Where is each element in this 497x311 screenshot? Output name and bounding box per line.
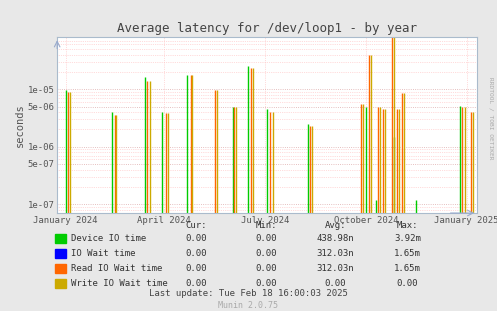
Text: RRDTOOL / TOBI OETIKER: RRDTOOL / TOBI OETIKER [489,77,494,160]
Text: 0.00: 0.00 [185,249,207,258]
Text: Min:: Min: [255,220,277,230]
Y-axis label: seconds: seconds [15,103,25,147]
Text: 0.00: 0.00 [185,234,207,243]
Text: 0.00: 0.00 [255,279,277,288]
Text: 1.65m: 1.65m [394,249,421,258]
Text: Avg:: Avg: [325,220,346,230]
Text: 0.00: 0.00 [325,279,346,288]
Text: Munin 2.0.75: Munin 2.0.75 [219,301,278,310]
Text: 0.00: 0.00 [255,264,277,273]
Text: Max:: Max: [397,220,418,230]
Text: 0.00: 0.00 [255,234,277,243]
Text: 0.00: 0.00 [185,264,207,273]
Title: Average latency for /dev/loop1 - by year: Average latency for /dev/loop1 - by year [117,22,417,35]
Text: 0.00: 0.00 [185,279,207,288]
Text: 0.00: 0.00 [255,249,277,258]
Text: Write IO Wait time: Write IO Wait time [71,279,167,288]
Text: 312.03n: 312.03n [317,249,354,258]
Text: 3.92m: 3.92m [394,234,421,243]
Text: Last update: Tue Feb 18 16:00:03 2025: Last update: Tue Feb 18 16:00:03 2025 [149,289,348,298]
Text: Device IO time: Device IO time [71,234,146,243]
Text: IO Wait time: IO Wait time [71,249,135,258]
Text: Cur:: Cur: [185,220,207,230]
Text: 1.65m: 1.65m [394,264,421,273]
Text: Read IO Wait time: Read IO Wait time [71,264,162,273]
Text: 312.03n: 312.03n [317,264,354,273]
Text: 438.98n: 438.98n [317,234,354,243]
Text: 0.00: 0.00 [397,279,418,288]
